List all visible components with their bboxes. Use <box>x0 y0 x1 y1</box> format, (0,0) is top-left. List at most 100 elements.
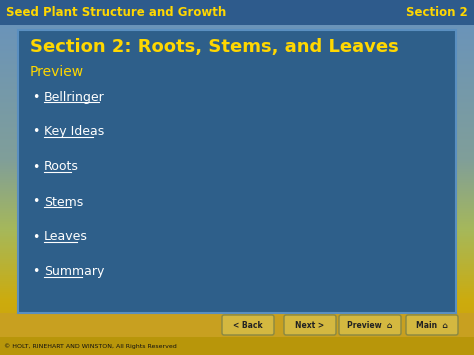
Bar <box>0 84 474 85</box>
Bar <box>0 191 474 192</box>
Bar <box>0 261 474 262</box>
Text: Key Ideas: Key Ideas <box>44 126 104 138</box>
Bar <box>0 328 474 329</box>
Bar <box>0 208 474 209</box>
Bar <box>0 212 474 213</box>
Bar <box>0 250 474 251</box>
Bar <box>0 317 474 318</box>
Bar <box>0 199 474 200</box>
Bar <box>0 146 474 147</box>
Bar <box>0 316 474 317</box>
Bar <box>0 136 474 137</box>
Text: Preview: Preview <box>30 65 84 79</box>
Bar <box>0 200 474 201</box>
Bar <box>0 90 474 91</box>
Bar <box>0 344 474 345</box>
Text: Summary: Summary <box>44 266 104 279</box>
Bar <box>0 309 474 310</box>
Bar <box>0 165 474 166</box>
Bar <box>0 235 474 236</box>
Bar <box>0 272 474 273</box>
Bar <box>0 129 474 130</box>
Bar <box>0 42 474 43</box>
Bar <box>0 54 474 55</box>
Bar <box>0 91 474 92</box>
Bar <box>0 232 474 233</box>
Bar <box>0 211 474 212</box>
Bar <box>0 43 474 44</box>
Bar <box>0 6 474 7</box>
Bar <box>0 60 474 61</box>
Bar <box>0 109 474 110</box>
Bar <box>0 64 474 65</box>
Bar <box>0 88 474 89</box>
Bar <box>0 179 474 180</box>
Bar <box>0 183 474 184</box>
Bar <box>0 113 474 114</box>
Bar <box>0 181 474 182</box>
Bar <box>0 269 474 270</box>
Bar <box>0 177 474 178</box>
Bar <box>0 71 474 72</box>
Bar <box>0 48 474 49</box>
Bar <box>0 299 474 300</box>
Bar <box>0 147 474 148</box>
Bar <box>0 7 474 8</box>
Bar <box>0 8 474 9</box>
Bar <box>0 347 474 348</box>
Bar <box>0 46 474 47</box>
Bar <box>0 119 474 120</box>
Bar <box>0 274 474 275</box>
Bar <box>0 160 474 161</box>
Bar <box>0 11 474 12</box>
Bar <box>0 164 474 165</box>
Bar <box>0 99 474 100</box>
FancyBboxPatch shape <box>284 315 336 335</box>
Bar <box>0 87 474 88</box>
Bar <box>0 107 474 108</box>
Bar <box>0 175 474 176</box>
Bar <box>0 285 474 286</box>
Bar <box>0 51 474 52</box>
Bar <box>0 127 474 128</box>
Bar <box>0 30 474 31</box>
Bar <box>0 267 474 268</box>
Bar <box>0 330 474 331</box>
Bar <box>0 22 474 23</box>
Bar <box>0 29 474 30</box>
Bar <box>0 9 474 10</box>
Bar <box>0 86 474 87</box>
Bar <box>0 166 474 167</box>
Bar <box>0 323 474 324</box>
Bar <box>0 255 474 256</box>
Bar <box>0 187 474 188</box>
Bar <box>0 92 474 93</box>
Bar <box>0 80 474 81</box>
Bar <box>0 97 474 98</box>
Bar <box>0 134 474 135</box>
Bar <box>0 158 474 159</box>
Bar <box>0 254 474 255</box>
Bar <box>0 133 474 134</box>
Bar <box>0 282 474 283</box>
Bar <box>0 218 474 219</box>
Bar <box>0 58 474 59</box>
Bar <box>0 180 474 181</box>
Bar <box>0 307 474 308</box>
Bar <box>0 108 474 109</box>
Bar <box>0 293 474 294</box>
Bar <box>0 322 474 323</box>
Bar <box>0 251 474 252</box>
Bar <box>0 162 474 163</box>
Bar <box>0 248 474 249</box>
Bar <box>0 204 474 205</box>
Bar <box>0 47 474 48</box>
Bar <box>0 252 474 253</box>
Bar <box>0 241 474 242</box>
Bar <box>0 173 474 174</box>
Bar <box>0 306 474 307</box>
Bar <box>0 313 474 337</box>
Bar <box>0 203 474 204</box>
Bar <box>0 130 474 131</box>
Bar <box>0 202 474 203</box>
